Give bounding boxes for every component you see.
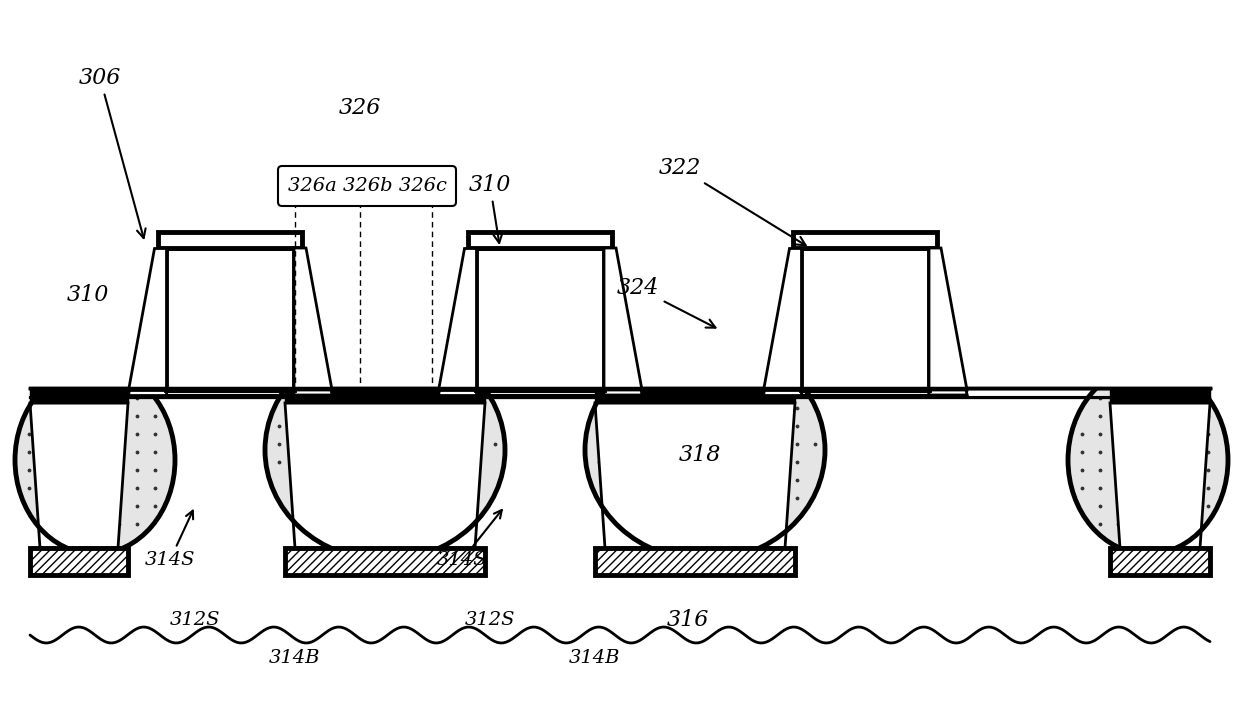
Polygon shape	[763, 248, 801, 395]
Text: 326a 326b 326c: 326a 326b 326c	[288, 177, 446, 195]
Bar	[1110, 387, 1210, 403]
Polygon shape	[294, 248, 332, 390]
Bar	[794, 232, 937, 248]
Polygon shape	[763, 248, 801, 390]
Polygon shape	[294, 248, 332, 395]
Bar	[794, 232, 937, 248]
Text: 310: 310	[67, 284, 109, 306]
Polygon shape	[604, 248, 642, 395]
FancyBboxPatch shape	[278, 166, 456, 206]
Bar	[794, 232, 937, 248]
Text: 314S: 314S	[436, 510, 502, 569]
Bar	[166, 248, 294, 390]
Ellipse shape	[17, 368, 174, 552]
Ellipse shape	[587, 342, 823, 558]
Polygon shape	[604, 248, 642, 395]
Bar	[801, 248, 929, 390]
Text: 326: 326	[339, 97, 381, 119]
Polygon shape	[294, 248, 332, 395]
Text: 310: 310	[469, 174, 511, 243]
Polygon shape	[438, 248, 476, 390]
Bar	[30, 390, 1210, 635]
Polygon shape	[929, 248, 967, 395]
Polygon shape	[128, 248, 166, 395]
Ellipse shape	[267, 342, 503, 558]
Polygon shape	[929, 248, 967, 390]
Bar	[801, 248, 929, 390]
Polygon shape	[128, 248, 166, 395]
Polygon shape	[128, 248, 166, 390]
Bar	[467, 232, 613, 248]
Polygon shape	[595, 403, 795, 548]
Polygon shape	[929, 248, 967, 395]
Ellipse shape	[1070, 368, 1226, 552]
Bar	[166, 248, 294, 390]
Bar	[166, 248, 294, 390]
Bar	[157, 232, 303, 248]
Bar	[1110, 548, 1210, 575]
Bar	[30, 387, 128, 403]
Bar	[467, 232, 613, 248]
Polygon shape	[763, 248, 801, 395]
Text: 312S: 312S	[170, 611, 221, 629]
Bar	[476, 248, 604, 390]
Text: 314B: 314B	[569, 649, 621, 667]
Text: 314S: 314S	[145, 510, 195, 569]
Bar	[476, 248, 604, 390]
Polygon shape	[438, 248, 476, 395]
Polygon shape	[30, 403, 128, 548]
Bar	[595, 387, 795, 403]
Bar	[0, 0, 1240, 386]
Text: 324: 324	[616, 277, 715, 327]
Text: 322: 322	[658, 157, 806, 245]
Polygon shape	[604, 248, 642, 390]
Bar	[801, 248, 929, 390]
Bar	[157, 232, 303, 248]
Text: 314B: 314B	[269, 649, 321, 667]
Text: 318: 318	[678, 444, 722, 466]
Polygon shape	[438, 248, 476, 395]
Polygon shape	[285, 403, 485, 548]
Bar	[30, 548, 128, 575]
Text: 316: 316	[667, 609, 709, 631]
Bar	[467, 232, 613, 248]
Bar	[285, 387, 485, 403]
Polygon shape	[1110, 403, 1210, 548]
Text: 312S: 312S	[465, 611, 516, 629]
Bar	[285, 548, 485, 575]
Bar	[595, 548, 795, 575]
Bar	[476, 248, 604, 390]
Text: 306: 306	[79, 67, 145, 238]
Bar	[157, 232, 303, 248]
Bar	[0, 0, 1240, 388]
